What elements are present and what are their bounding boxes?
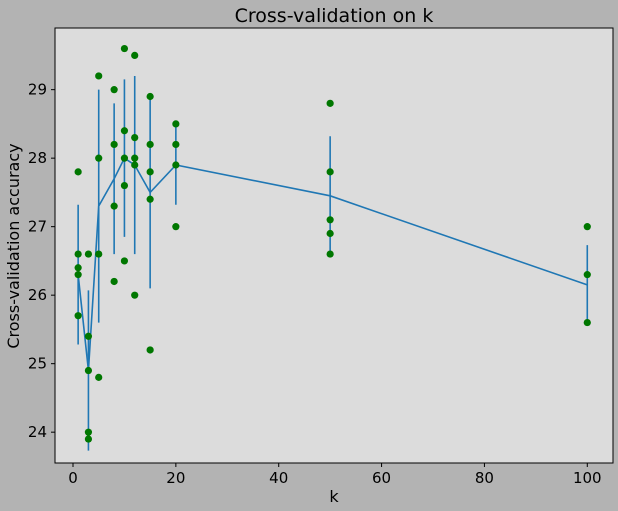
accuracy-point	[95, 154, 103, 162]
accuracy-point	[146, 168, 154, 176]
x-tick-label: 0	[68, 469, 78, 487]
accuracy-point	[583, 271, 591, 279]
mean-accuracy-line	[77, 156, 588, 371]
x-tick-label: 40	[269, 469, 288, 487]
accuracy-point	[146, 346, 154, 354]
accuracy-point	[74, 271, 82, 279]
accuracy-point	[146, 195, 154, 203]
chart-title: Cross-validation on k	[235, 5, 434, 27]
y-tick-label: 27	[28, 218, 47, 236]
accuracy-point	[120, 154, 129, 162]
mean-line-layer	[77, 156, 588, 371]
accuracy-point	[326, 168, 334, 176]
accuracy-point	[146, 92, 154, 101]
y-tick-label: 25	[28, 355, 47, 373]
x-tick-label: 60	[372, 469, 391, 487]
accuracy-point	[74, 264, 82, 272]
accuracy-point	[95, 72, 103, 80]
accuracy-point	[95, 250, 103, 258]
y-tick-label: 29	[28, 81, 47, 99]
y-tick-label: 28	[28, 149, 47, 167]
accuracy-point	[74, 168, 82, 176]
y-tick-label: 26	[28, 286, 47, 304]
accuracy-point	[131, 291, 139, 299]
y-tick-label: 24	[28, 423, 47, 441]
accuracy-point	[172, 140, 180, 149]
x-tick-label: 20	[166, 469, 185, 487]
ticks-layer: 0 20 40 60 80 100 24 25 26 27 28 29	[28, 81, 602, 487]
y-axis-label: Cross-validation accuracy	[4, 143, 23, 348]
x-tick-label: 100	[573, 469, 602, 487]
accuracy-point	[131, 154, 139, 162]
accuracy-point	[110, 277, 118, 286]
plot-area	[55, 28, 613, 463]
accuracy-point	[326, 250, 334, 258]
accuracy-point	[84, 366, 93, 375]
x-axis-label: k	[329, 487, 339, 506]
accuracy-point	[84, 250, 93, 258]
accuracy-point	[110, 202, 118, 210]
accuracy-point	[74, 250, 82, 258]
accuracy-point	[172, 120, 180, 128]
accuracy-point	[583, 223, 591, 231]
accuracy-point	[74, 312, 82, 320]
x-tick-label: 80	[475, 469, 494, 487]
accuracy-point	[84, 428, 93, 436]
accuracy-point	[120, 181, 129, 190]
accuracy-point	[172, 223, 180, 231]
accuracy-point	[583, 318, 591, 327]
accuracy-point	[326, 229, 334, 238]
accuracy-point	[84, 435, 93, 443]
accuracy-point	[120, 127, 129, 135]
accuracy-point	[131, 51, 139, 60]
plot-frame	[54, 27, 614, 464]
accuracy-point	[326, 99, 334, 107]
accuracy-point	[146, 140, 154, 149]
accuracy-point	[120, 257, 129, 265]
accuracy-point	[95, 373, 103, 381]
accuracy-point	[326, 216, 334, 224]
accuracy-point	[131, 134, 139, 142]
accuracy-point	[110, 140, 118, 149]
accuracy-point	[172, 161, 180, 169]
accuracy-point	[131, 161, 139, 169]
accuracy-point	[110, 86, 118, 94]
accuracy-point	[84, 332, 93, 340]
points-layer	[74, 44, 591, 443]
accuracy-point	[120, 44, 129, 53]
